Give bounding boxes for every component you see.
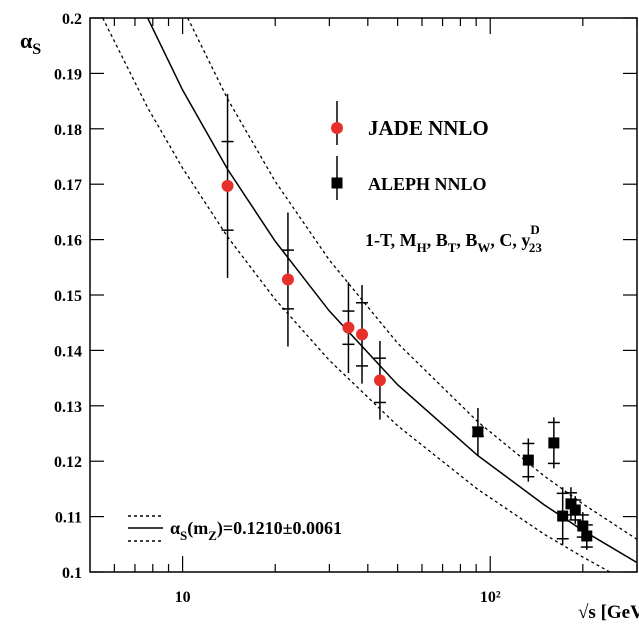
- text-part: Z: [208, 528, 217, 543]
- text-part: , B: [456, 230, 477, 250]
- text-part: , B: [427, 230, 448, 250]
- y-label-main: α: [20, 28, 33, 53]
- y-tick-label: 0.2: [62, 11, 82, 28]
- y-tick-label: 0.16: [54, 233, 82, 250]
- marker: [565, 498, 577, 510]
- text-part: T: [448, 240, 457, 255]
- y-tick-label: 0.12: [54, 454, 82, 471]
- y-tick-label: 0.11: [55, 510, 82, 527]
- marker: [221, 179, 234, 192]
- y-tick-label: 0.17: [54, 177, 82, 194]
- y-tick-label: 0.19: [54, 66, 82, 83]
- text-part: , C, y: [490, 230, 530, 250]
- marker: [356, 328, 369, 341]
- marker: [281, 273, 294, 286]
- text-part: W: [477, 240, 490, 255]
- text-part: D: [530, 222, 539, 237]
- text-part: (m: [187, 518, 208, 539]
- marker: [569, 504, 581, 516]
- marker: [472, 426, 484, 438]
- x-tick-label: 10²: [480, 589, 501, 606]
- x-tick-label: 10: [175, 589, 191, 606]
- alpha-s-curve: [147, 18, 637, 564]
- y-tick-label: 0.15: [54, 288, 82, 305]
- text-part: )=0.1210±0.0061: [217, 518, 342, 539]
- marker: [557, 510, 569, 522]
- y-tick-label: 0.18: [54, 122, 82, 139]
- text-part: 23: [529, 240, 542, 255]
- marker: [581, 530, 593, 542]
- legend-marker: [331, 177, 343, 189]
- marker: [342, 321, 355, 334]
- y-tick-label: 0.14: [54, 343, 82, 360]
- marker: [548, 437, 560, 449]
- text-part: α: [170, 518, 180, 538]
- legend-label: JADE NNLO: [368, 116, 489, 140]
- legend-label: ALEPH NNLO: [368, 174, 487, 194]
- curve-legend-label: αS(mZ)=0.1210±0.0061: [170, 518, 342, 543]
- text-part: S: [180, 528, 187, 543]
- y-label-sub: S: [32, 41, 41, 58]
- y-axis-label: αS: [20, 28, 41, 58]
- plot-frame: [89, 17, 638, 573]
- alpha-s-curve: [102, 18, 612, 572]
- text-part: 1-T, M: [365, 230, 417, 250]
- legend-marker: [331, 122, 343, 134]
- marker: [577, 520, 589, 532]
- x-axis-label: √s [GeV]: [578, 602, 639, 623]
- curves: [102, 18, 637, 572]
- marker: [522, 454, 534, 466]
- marker: [373, 374, 386, 387]
- annotation: 1-T, MH, BT, BW, C, yD 23: [365, 222, 542, 255]
- y-tick-label: 0.1: [62, 565, 82, 582]
- alpha-s-curve: [187, 18, 637, 540]
- y-tick-label: 0.13: [54, 399, 82, 416]
- text-part: H: [417, 240, 427, 255]
